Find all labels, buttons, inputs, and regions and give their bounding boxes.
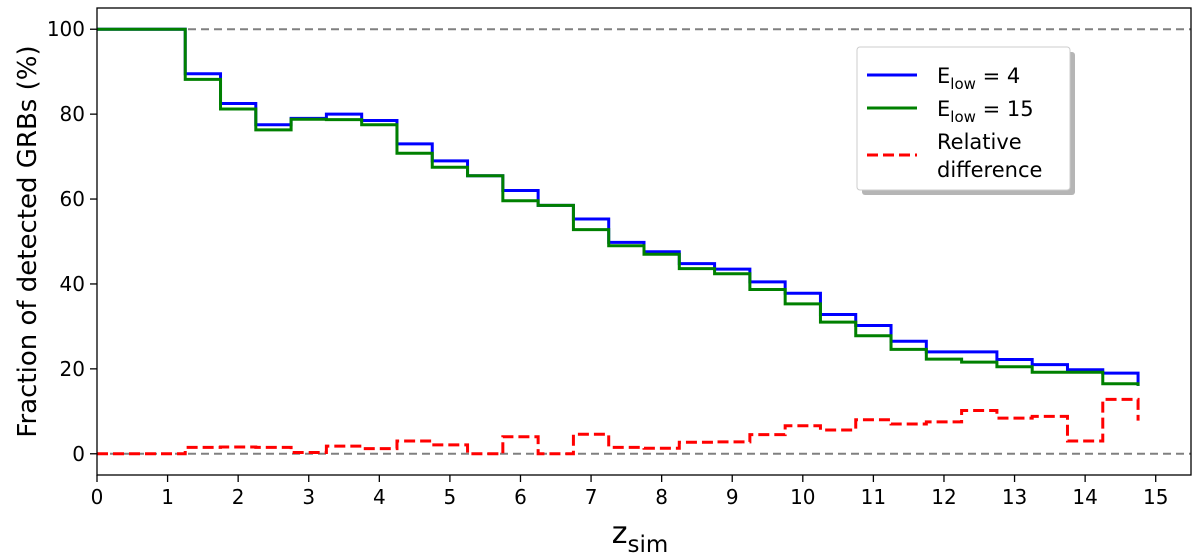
x-tick-label-11: 11 [861, 485, 886, 509]
x-tick-label-14: 14 [1072, 485, 1097, 509]
legend-label-relative-difference-line1: Relative [937, 130, 1022, 154]
y-tick-label-0: 0 [72, 442, 85, 466]
legend-box [856, 46, 1071, 191]
x-tick-label-10: 10 [790, 485, 815, 509]
x-tick-label-5: 5 [444, 485, 457, 509]
x-tick-label-13: 13 [1002, 485, 1027, 509]
x-axis-title: zsim [612, 516, 669, 557]
x-axis-title-main: z [612, 516, 628, 551]
plot-lines [97, 27, 1191, 456]
x-tick-label-9: 9 [726, 485, 739, 509]
x-tick-label-1: 1 [161, 485, 174, 509]
x-tick-label-8: 8 [655, 485, 668, 509]
legend: Elow = 4 Elow = 15 Relative difference [856, 46, 1075, 195]
y-axis-title: Fraction of detected GRBs (%) [13, 45, 43, 437]
x-axis-title-sub: sim [627, 532, 668, 557]
series-line-relative-difference [97, 397, 1140, 456]
x-tick-label-3: 3 [302, 485, 315, 509]
x-tick-label-2: 2 [232, 485, 245, 509]
y-tick-label-40: 40 [60, 272, 85, 296]
x-tick-label-4: 4 [373, 485, 386, 509]
legend-label-e-low-15: Elow = 15 [937, 97, 1034, 126]
series-line-e-low-15 [97, 27, 1140, 386]
x-tick-label-6: 6 [514, 485, 527, 509]
x-tick-label-12: 12 [931, 485, 956, 509]
x-tick-label-7: 7 [585, 485, 598, 509]
legend-label-relative-difference-line2: difference [937, 158, 1042, 182]
y-tick-label-20: 20 [60, 357, 85, 381]
y-tick-label-100: 100 [47, 17, 85, 41]
x-tick-label-0: 0 [91, 485, 104, 509]
x-tick-label-15: 15 [1143, 485, 1168, 509]
legend-label-e-low-4: Elow = 4 [937, 64, 1020, 93]
y-tick-label-80: 80 [60, 102, 85, 126]
axes-frame [96, 7, 1192, 476]
y-tick-label-60: 60 [60, 187, 85, 211]
